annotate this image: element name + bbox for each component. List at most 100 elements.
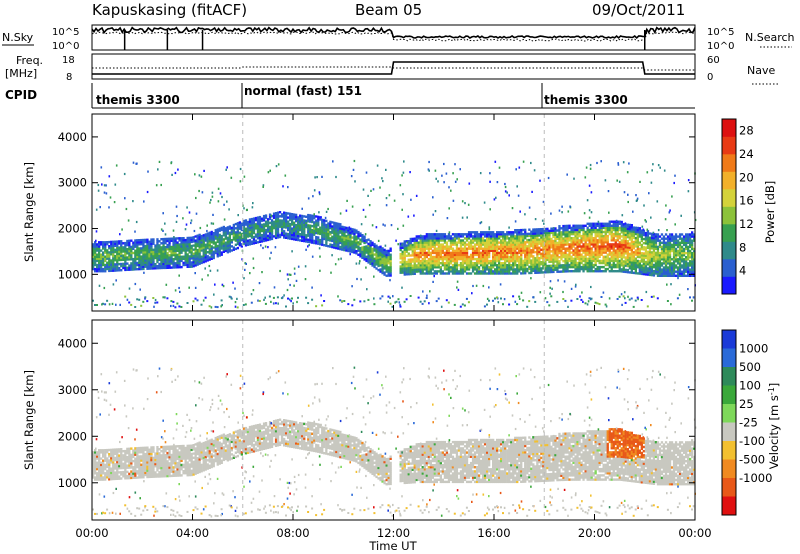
power-cell <box>148 267 151 270</box>
power-cell <box>164 260 167 263</box>
power-cell <box>280 215 284 218</box>
power-cell <box>202 260 205 264</box>
power-cell <box>327 224 330 227</box>
power-cell <box>331 243 334 247</box>
power-cell <box>116 246 119 249</box>
power-cell <box>554 250 557 253</box>
power-cell <box>172 258 175 261</box>
power-cell <box>142 267 145 271</box>
power-cell <box>666 270 670 273</box>
power-cell <box>676 266 680 269</box>
power-cell <box>122 254 125 257</box>
power-scatter-cell <box>588 209 591 212</box>
power-cell <box>680 241 684 244</box>
power-cell <box>477 272 481 275</box>
power-scatter-cell <box>498 166 501 169</box>
power-cell <box>188 240 191 244</box>
power-cell <box>150 244 153 247</box>
power-cell <box>602 261 605 265</box>
power-cell <box>409 248 412 251</box>
power-cell <box>186 257 189 260</box>
power-cell <box>502 255 505 259</box>
power-cell <box>592 270 595 273</box>
power-cell <box>315 225 318 228</box>
power-cell <box>447 233 451 236</box>
power-cell <box>313 239 316 243</box>
power-cell <box>558 266 561 269</box>
power-cell <box>614 255 617 258</box>
power-cell <box>104 257 107 260</box>
power-cell <box>656 235 660 238</box>
power-scatter-cell <box>288 273 291 276</box>
power-cell <box>558 235 561 238</box>
power-cell <box>351 244 354 247</box>
power-cell <box>622 225 625 228</box>
power-cell <box>534 269 537 272</box>
power-cell <box>610 224 613 227</box>
power-cell <box>92 255 95 258</box>
power-cell <box>662 247 666 251</box>
power-cell <box>116 261 119 264</box>
power-cell <box>670 233 674 236</box>
power-cell <box>128 249 131 253</box>
power-cell <box>514 272 517 275</box>
power-cell <box>687 245 690 249</box>
power-cell <box>443 253 447 257</box>
power-cell <box>672 239 676 242</box>
power-cell <box>500 268 503 271</box>
power-cell <box>568 237 571 240</box>
power-cell <box>560 243 563 246</box>
power-cell <box>534 267 537 270</box>
power-cell <box>604 255 607 258</box>
power-cell <box>616 245 619 248</box>
power-cell <box>467 259 471 263</box>
power-cell <box>421 251 424 255</box>
power-cell <box>586 239 589 242</box>
power-cell <box>174 253 177 257</box>
power-cell <box>530 236 533 240</box>
power-cell <box>194 251 197 255</box>
power-cell <box>502 239 505 242</box>
power-cell <box>381 251 384 254</box>
power-cell <box>500 231 503 234</box>
power-cell <box>572 249 575 252</box>
power-cell <box>260 225 264 229</box>
power-cell <box>648 267 652 270</box>
power-cell <box>590 259 593 263</box>
power-cell <box>226 226 229 229</box>
power-cell <box>453 249 457 252</box>
power-cell <box>554 266 557 269</box>
power-cell <box>403 254 406 258</box>
power-cell <box>168 258 171 261</box>
power-cell <box>433 257 436 261</box>
power-scatter-cell <box>99 206 101 209</box>
power-cell <box>134 241 137 244</box>
power-cell <box>624 237 627 241</box>
power-cell <box>196 236 199 239</box>
power-cell <box>584 251 587 254</box>
power-cell <box>473 245 477 248</box>
power-cell <box>128 239 131 242</box>
power-cell <box>540 234 543 237</box>
power-cell <box>104 251 107 254</box>
power-cell <box>680 272 684 275</box>
power-cell <box>188 251 191 254</box>
power-cell <box>494 272 497 275</box>
power-cell <box>689 274 692 277</box>
power-cell <box>662 274 666 277</box>
power-cell <box>668 235 672 238</box>
power-cell <box>252 240 256 243</box>
power-cell <box>562 251 565 255</box>
power-cell <box>218 252 221 255</box>
power-cell <box>490 233 493 236</box>
power-cell <box>560 235 563 238</box>
power-cell <box>102 241 105 244</box>
power-cell <box>670 270 674 273</box>
power-cell <box>327 226 330 229</box>
power-cell <box>512 235 515 238</box>
power-cell <box>680 247 684 251</box>
power-cell <box>524 255 527 258</box>
power-cell <box>168 254 171 257</box>
power-cell <box>461 259 465 263</box>
power-cell <box>447 259 451 263</box>
